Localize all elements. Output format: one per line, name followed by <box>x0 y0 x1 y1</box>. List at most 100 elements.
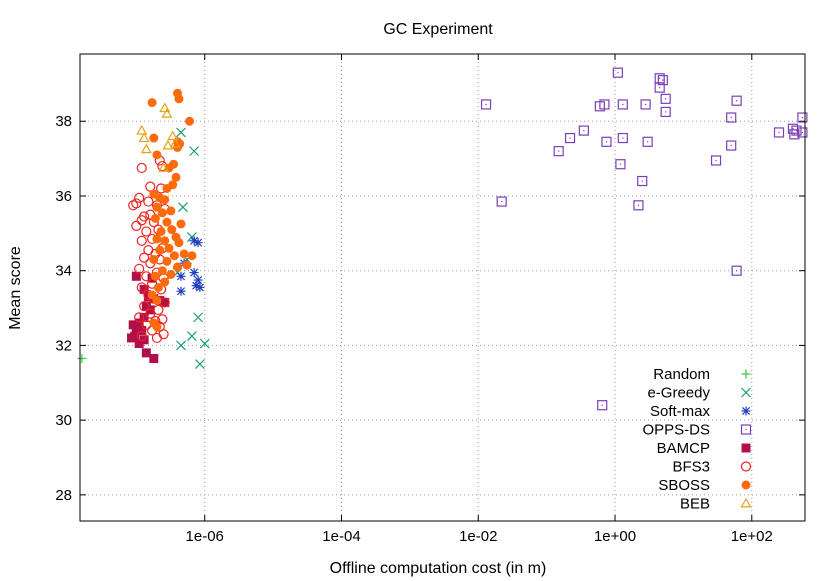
sboss-point <box>162 256 172 266</box>
e-greedy-point <box>193 312 204 323</box>
y-tick-label: 28 <box>55 487 72 504</box>
opps-ds-point <box>617 99 628 110</box>
legend-label-bamcp: BAMCP <box>657 440 710 457</box>
sboss-point <box>150 271 160 281</box>
legend-marker-soft-max <box>741 406 751 416</box>
beb-point <box>158 162 170 172</box>
legend-label-e-greedy: e-Greedy <box>647 385 710 402</box>
bamcp-point <box>127 333 137 343</box>
opps-ds-point <box>726 140 737 151</box>
y-tick-label: 34 <box>55 263 72 280</box>
y-tick-label: 30 <box>55 412 72 429</box>
opps-ds-point <box>564 132 576 144</box>
sboss-point <box>153 283 163 292</box>
bfs3-point <box>141 226 152 237</box>
sboss-point <box>179 249 189 259</box>
opps-ds-point <box>791 125 802 136</box>
y-tick-label: 36 <box>55 188 72 205</box>
x-tick-label: 1e+00 <box>594 528 636 545</box>
random-point <box>77 353 87 363</box>
legend-label-random: Random <box>653 366 710 383</box>
beb-point <box>169 137 181 148</box>
e-greedy-point <box>199 338 210 349</box>
sboss-point <box>164 243 174 253</box>
bfs3-point <box>134 263 145 274</box>
x-tick-label: 1e+02 <box>731 528 773 545</box>
bamcp-point <box>141 348 151 358</box>
chart-title: GC Experiment <box>383 21 493 38</box>
sboss-point <box>173 262 183 272</box>
bfs3-point <box>139 252 150 263</box>
opps-ds-point <box>731 95 742 106</box>
e-greedy-point <box>187 331 197 341</box>
opps-ds-point <box>597 400 608 411</box>
e-greedy-point <box>194 359 205 370</box>
opps-ds-point <box>797 112 808 123</box>
sboss-point <box>164 163 174 173</box>
sboss-point <box>182 260 192 270</box>
legend-marker-sboss <box>741 480 751 490</box>
beb-point <box>140 143 152 154</box>
bfs3-point <box>139 301 150 312</box>
sboss-point <box>147 98 157 108</box>
e-greedy-point <box>176 127 186 138</box>
sboss-point <box>162 183 172 193</box>
beb-point <box>138 132 150 143</box>
soft-max-point <box>195 283 205 292</box>
bamcp-point <box>131 271 141 281</box>
data-points <box>77 67 808 411</box>
opps-ds-point <box>660 106 671 118</box>
opps-ds-point <box>660 93 671 104</box>
opps-ds-point <box>797 127 808 138</box>
bamcp-point <box>145 305 155 315</box>
opps-ds-point <box>657 75 668 86</box>
sboss-point <box>171 172 181 182</box>
bamcp-point <box>139 284 149 294</box>
legend-marker-e-greedy <box>741 387 751 398</box>
sboss-point <box>149 133 159 143</box>
opps-ds-point <box>789 129 800 140</box>
sboss-point <box>176 219 186 229</box>
bfs3-point <box>145 308 156 319</box>
bfs3-point <box>136 162 147 174</box>
e-greedy-point <box>189 146 200 157</box>
sboss-point <box>149 254 159 264</box>
bfs3-point <box>134 312 145 323</box>
legend-label-beb: BEB <box>680 496 710 513</box>
y-tick-label: 38 <box>55 113 72 130</box>
legend-label-sboss: SBOSS <box>658 477 710 494</box>
sboss-point <box>156 226 166 236</box>
bamcp-point <box>137 325 147 335</box>
bamcp-point <box>134 318 144 328</box>
sboss-point <box>152 322 162 332</box>
opps-ds-point <box>731 265 742 276</box>
beb-point <box>159 102 171 113</box>
opps-ds-point <box>710 155 722 166</box>
beb-point <box>167 130 179 141</box>
legend-marker-bamcp <box>741 443 751 453</box>
opps-ds-point <box>612 67 623 78</box>
bfs3-point <box>153 304 164 316</box>
legend-label-soft-max: Soft-max <box>650 403 711 420</box>
y-tick-label: 32 <box>55 337 72 354</box>
opps-ds-point <box>578 125 589 136</box>
e-greedy-point <box>176 340 186 351</box>
opps-ds-point <box>480 99 492 110</box>
sboss-point <box>160 195 170 205</box>
opps-ds-point <box>594 101 605 112</box>
opps-ds-point <box>617 132 628 144</box>
bfs3-point <box>151 332 163 344</box>
soft-max-point <box>176 286 186 296</box>
sboss-point <box>152 234 162 244</box>
bfs3-point <box>157 314 168 325</box>
beb-point <box>136 124 148 135</box>
bfs3-point <box>145 181 156 192</box>
axes: 1e-06 1e-04 1e-02 1e+00 1e+02 28 30 32 34 36 38 <box>55 54 805 545</box>
bfs3-point <box>141 271 152 282</box>
opps-ds-point <box>726 112 737 123</box>
bfs3-point <box>128 200 139 211</box>
bfs3-point <box>131 198 142 209</box>
legend-marker-opps-ds <box>740 424 752 435</box>
bamcp-point <box>160 297 170 307</box>
